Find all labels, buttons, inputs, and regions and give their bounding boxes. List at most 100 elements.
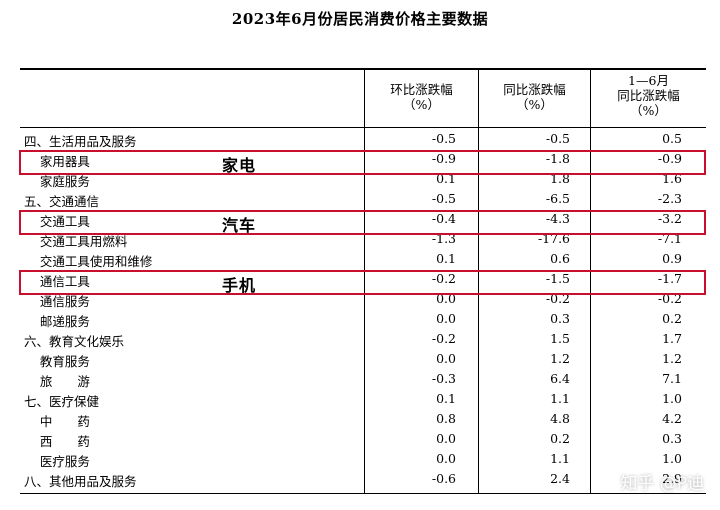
annotation-phone: 手机 — [222, 276, 257, 295]
table-row: 中 药 0.8 4.8 4.2 — [20, 409, 706, 429]
cell-yoy: 1.1 — [550, 451, 570, 466]
header-yoy-line2: （%） — [516, 97, 553, 112]
column-divider — [364, 68, 365, 494]
highlight-box-car — [19, 210, 706, 235]
cell-yoy: -1.5 — [545, 271, 570, 286]
table-row: 教育服务 0.0 1.2 1.2 — [20, 349, 706, 369]
cell-yoy: 2.4 — [550, 471, 570, 486]
cell-yoy: 1.2 — [550, 351, 570, 366]
cell-yoy: 4.8 — [550, 411, 570, 426]
watermark: 知乎 @P迪 — [620, 474, 704, 494]
cell-yoy: 1.1 — [550, 391, 570, 406]
cell-mom: -0.2 — [431, 271, 456, 286]
highlight-box-phone — [19, 270, 706, 295]
row-label: 通信工具 — [24, 274, 90, 289]
cell-ytd: -3.2 — [657, 211, 682, 226]
cell-mom: -0.6 — [431, 471, 456, 486]
header-mom-line1: 环比涨跌幅 — [390, 82, 453, 97]
cell-ytd: 0.3 — [662, 431, 682, 446]
cell-ytd: 4.2 — [662, 411, 682, 426]
cpi-table: 环比涨跌幅 （%） 同比涨跌幅 （%） 1—6月 同比涨跌幅 （%） 四、生活用… — [20, 68, 706, 498]
row-label: 交通工具用燃料 — [24, 234, 128, 249]
page-title: 2023年6月份居民消费价格主要数据 — [231, 10, 489, 28]
row-label: 教育服务 — [24, 354, 90, 369]
column-divider — [478, 68, 479, 494]
row-label: 六、教育文化娱乐 — [24, 334, 125, 349]
header-yoy-line1: 同比涨跌幅 — [503, 82, 566, 97]
header-ytd-line2: 同比涨跌幅 — [617, 88, 680, 103]
row-label: 交通工具使用和维修 — [24, 254, 153, 269]
cell-ytd: 0.2 — [662, 311, 682, 326]
cell-yoy: 0.3 — [550, 311, 570, 326]
header-ytd-line3: （%） — [630, 103, 667, 118]
row-label: 五、交通通信 — [24, 194, 100, 209]
cell-ytd: 1.7 — [662, 331, 682, 346]
cell-mom: -0.5 — [431, 131, 456, 146]
cell-mom: 0.8 — [436, 411, 456, 426]
header-mom-line2: （%） — [403, 97, 440, 112]
table-row: 家用器具 -0.9 -1.8 -0.9 — [20, 149, 706, 169]
table-row: 旅 游 -0.3 6.4 7.1 — [20, 369, 706, 389]
table-row: 交通工具 -0.4 -4.3 -3.2 — [20, 209, 706, 229]
cell-ytd: 2.9 — [662, 471, 682, 486]
row-label: 家用器具 — [24, 154, 90, 169]
header-yoy: 同比涨跌幅 （%） — [479, 82, 590, 112]
table-row: 医疗服务 0.0 1.1 1.0 — [20, 449, 706, 469]
row-label: 七、医疗保健 — [24, 394, 100, 409]
table-row: 西 药 0.0 0.2 0.3 — [20, 429, 706, 449]
cell-yoy: -1.8 — [545, 151, 570, 166]
row-label: 中 药 — [24, 414, 90, 429]
cell-yoy: -4.3 — [545, 211, 570, 226]
table-row: 六、教育文化娱乐 -0.2 1.5 1.7 — [20, 329, 706, 349]
cell-ytd: -1.7 — [657, 271, 682, 286]
header-ytd: 1—6月 同比涨跌幅 （%） — [591, 73, 706, 118]
table-bottom-rule — [20, 493, 706, 494]
cell-mom: -0.2 — [431, 331, 456, 346]
header-bottom-rule — [20, 127, 706, 128]
cell-yoy: 0.2 — [550, 431, 570, 446]
row-label: 医疗服务 — [24, 454, 90, 469]
cell-ytd: 0.5 — [662, 131, 682, 146]
cell-yoy: 6.4 — [550, 371, 570, 386]
row-label: 西 药 — [24, 434, 90, 449]
table-row: 四、生活用品及服务 -0.5 -0.5 0.5 — [20, 129, 706, 149]
header-ytd-line1: 1—6月 — [628, 73, 669, 88]
cell-yoy: 1.5 — [550, 331, 570, 346]
annotation-car: 汽车 — [222, 216, 257, 235]
table-row: 七、医疗保健 0.1 1.1 1.0 — [20, 389, 706, 409]
cell-ytd: 1.0 — [662, 451, 682, 466]
cell-mom: -0.3 — [431, 371, 456, 386]
cell-ytd: 7.1 — [662, 371, 682, 386]
cell-ytd: 0.9 — [662, 251, 682, 266]
header-mom: 环比涨跌幅 （%） — [365, 82, 478, 112]
table-row: 邮递服务 0.0 0.3 0.2 — [20, 309, 706, 329]
row-label: 四、生活用品及服务 — [24, 134, 137, 149]
cell-ytd: 1.2 — [662, 351, 682, 366]
cell-yoy: 0.6 — [550, 251, 570, 266]
row-label: 八、其他用品及服务 — [24, 474, 137, 489]
table-row: 八、其他用品及服务 -0.6 2.4 2.9 — [20, 469, 706, 489]
cell-ytd: -2.3 — [657, 191, 682, 206]
cell-mom: -0.5 — [431, 191, 456, 206]
row-label: 通信服务 — [24, 294, 90, 309]
table-top-rule — [20, 68, 706, 70]
cell-ytd: 1.0 — [662, 391, 682, 406]
row-label: 家庭服务 — [24, 174, 90, 189]
cell-ytd: -0.9 — [657, 151, 682, 166]
cell-yoy: -6.5 — [545, 191, 570, 206]
cell-yoy: -0.5 — [545, 131, 570, 146]
cell-mom: -0.4 — [431, 211, 456, 226]
cell-mom: -0.9 — [431, 151, 456, 166]
cell-mom: 0.1 — [436, 391, 456, 406]
highlight-box-appliance — [19, 150, 706, 175]
cell-mom: 0.0 — [436, 311, 456, 326]
row-label: 旅 游 — [24, 374, 90, 389]
row-label: 交通工具 — [24, 214, 90, 229]
cell-mom: 0.0 — [436, 451, 456, 466]
row-label: 邮递服务 — [24, 314, 90, 329]
cell-mom: 0.1 — [436, 251, 456, 266]
cell-mom: 0.0 — [436, 351, 456, 366]
cell-mom: 0.0 — [436, 431, 456, 446]
annotation-appliance: 家电 — [222, 156, 257, 175]
table-row: 交通工具使用和维修 0.1 0.6 0.9 — [20, 249, 706, 269]
